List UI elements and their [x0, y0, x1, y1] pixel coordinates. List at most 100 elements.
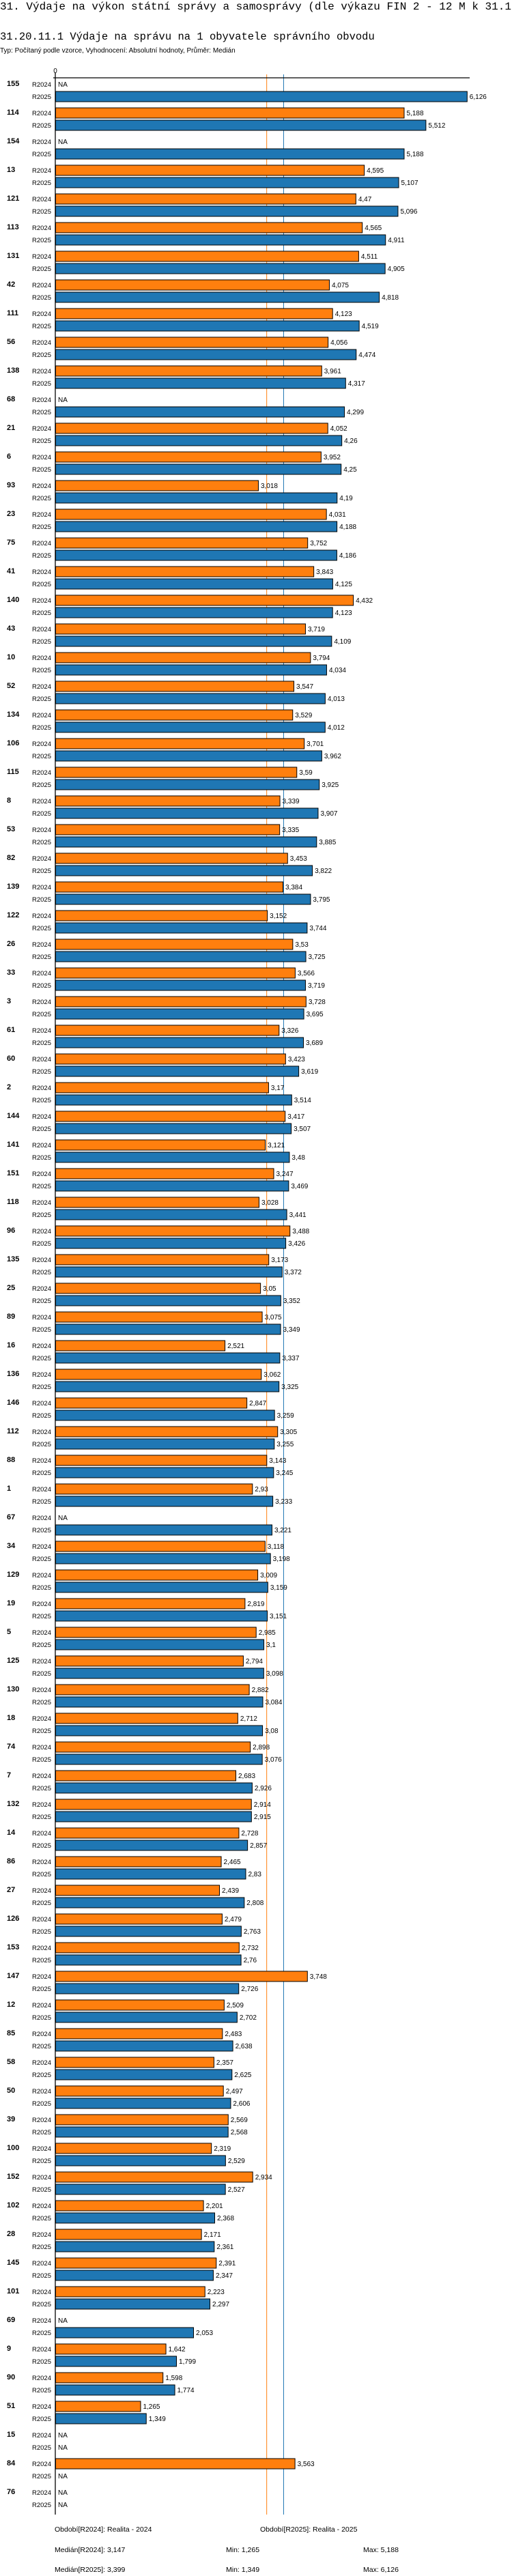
min-r2024: Min: 1,265	[226, 2546, 259, 2554]
bar-r2024	[55, 2343, 167, 2355]
bar-r2024	[55, 623, 306, 635]
series-label-r2025: R2025	[32, 667, 51, 674]
na-label: NA	[58, 397, 68, 404]
category-label: 39	[7, 2115, 15, 2123]
category-label: 23	[7, 510, 15, 518]
series-label-r2025: R2025	[32, 1326, 51, 1334]
value-label: 4,519	[362, 323, 379, 330]
series-label-r2024: R2024	[32, 1429, 51, 1436]
value-label: 3,372	[285, 1269, 302, 1276]
bar-r2024	[55, 1856, 222, 1867]
value-label: 3,062	[264, 1371, 281, 1379]
series-label-r2024: R2024	[32, 2203, 51, 2210]
na-label: NA	[58, 2502, 68, 2509]
bar-r2024	[55, 1827, 240, 1839]
series-label-r2025: R2025	[32, 1527, 51, 1534]
bar-r2025	[55, 1209, 287, 1220]
chart-title: 31.20.11.1 Výdaje na správu na 1 obyvate…	[0, 31, 375, 43]
series-label-r2025: R2025	[32, 1842, 51, 1850]
category-label: 15	[7, 2431, 15, 2439]
bar-r2025	[55, 2298, 211, 2310]
bar-r2025	[55, 2040, 233, 2052]
category-label: 85	[7, 2029, 15, 2037]
category-label: 74	[7, 1743, 16, 1751]
bar-r2024	[55, 1111, 286, 1122]
category-label: 132	[7, 1800, 19, 1808]
bar-r2024	[55, 1598, 246, 1609]
bar-r2025	[55, 578, 333, 590]
value-label: 3,173	[271, 1257, 288, 1264]
bar-r2024	[55, 107, 405, 119]
bar-r2024	[55, 480, 259, 491]
value-label: 2,702	[240, 2014, 257, 2022]
chart-type-info: Typ: Počítaný podle vzorce, Vyhodnocení:…	[0, 46, 236, 55]
bar-r2024	[55, 939, 294, 950]
bar-r2025	[55, 91, 468, 102]
category-label: 18	[7, 1714, 15, 1722]
bar-r2025	[55, 521, 338, 532]
value-label: 3,843	[316, 569, 333, 576]
series-label-r2025: R2025	[32, 1728, 51, 1735]
category-label: 2	[7, 1083, 11, 1091]
series-label-r2024: R2024	[32, 2231, 51, 2239]
series-label-r2025: R2025	[32, 495, 51, 502]
series-label-r2024: R2024	[32, 196, 51, 203]
category-label: 102	[7, 2201, 19, 2209]
bar-r2024	[55, 853, 288, 864]
value-label: 5,188	[406, 151, 423, 158]
series-label-r2024: R2024	[32, 855, 51, 863]
bar-r2024	[55, 2372, 164, 2384]
na-label: NA	[58, 2317, 68, 2325]
series-label-r2024: R2024	[32, 1543, 51, 1551]
value-label: 5,107	[401, 180, 418, 187]
value-label: 3,1	[266, 1642, 276, 1649]
series-label-r2025: R2025	[32, 1470, 51, 1477]
value-label: 3,488	[292, 1228, 309, 1235]
bar-r2024	[55, 1942, 240, 1954]
series-label-r2025: R2025	[32, 1613, 51, 1620]
series-label-r2024: R2024	[32, 1171, 51, 1178]
category-label: 1	[7, 1485, 11, 1493]
bar-r2025	[55, 836, 317, 848]
bar-r2025	[55, 406, 345, 418]
value-label: 3,255	[276, 1441, 294, 1448]
series-label-r2024: R2024	[32, 597, 51, 605]
bar-r2024	[55, 1082, 269, 1093]
bar-r2025	[55, 549, 337, 561]
value-label: 2,479	[225, 1916, 242, 1923]
value-label: 3,423	[288, 1056, 305, 1063]
category-label: 5	[7, 1628, 11, 1636]
value-label: 2,527	[228, 2186, 245, 2194]
value-label: 3,952	[324, 454, 341, 461]
bar-r2025	[55, 1037, 304, 1048]
bar-r2025	[55, 2241, 215, 2252]
series-label-r2025: R2025	[32, 1097, 51, 1104]
series-label-r2025: R2025	[32, 1384, 51, 1391]
value-label: 3,305	[280, 1429, 297, 1436]
median-r2025: Medián[R2025]: 3,399	[55, 2566, 125, 2574]
value-label: 3,076	[265, 1756, 282, 1764]
series-label-r2025: R2025	[32, 1584, 51, 1592]
series-label-r2024: R2024	[32, 1773, 51, 1780]
series-label-r2025: R2025	[32, 839, 51, 846]
series-label-r2024: R2024	[32, 1973, 51, 1981]
category-label: 115	[7, 768, 19, 776]
series-label-r2024: R2024	[32, 2117, 51, 2124]
bar-r2024	[55, 2401, 141, 2412]
category-label: 50	[7, 2087, 15, 2095]
value-label: 3,962	[324, 753, 341, 760]
bar-r2025	[55, 951, 307, 962]
median-r2024: Medián[R2024]: 3,147	[55, 2546, 125, 2554]
series-label-r2024: R2024	[32, 1572, 51, 1579]
value-label: 4,432	[356, 597, 373, 605]
category-label: 101	[7, 2287, 19, 2295]
bar-r2024	[55, 595, 354, 606]
series-label-r2025: R2025	[32, 1756, 51, 1764]
series-label-r2025: R2025	[32, 524, 51, 531]
bar-r2025	[55, 1008, 304, 1020]
category-label: 12	[7, 2001, 15, 2009]
category-label: 112	[7, 1427, 19, 1435]
value-label: 3,325	[281, 1384, 298, 1391]
category-label: 135	[7, 1255, 19, 1263]
series-label-r2025: R2025	[32, 2358, 51, 2366]
